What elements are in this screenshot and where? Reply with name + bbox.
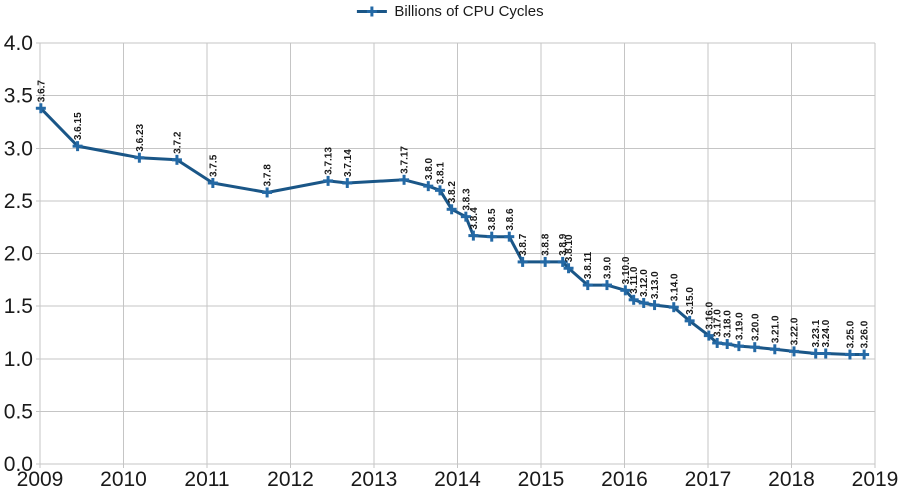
y-axis-tick-label: 2.5	[4, 190, 33, 213]
x-axis-tick-label: 2017	[685, 468, 732, 491]
data-point-label: 3.16.0	[704, 301, 715, 329]
x-axis-tick-label: 2018	[768, 468, 815, 491]
data-point-label: 3.25.0	[845, 320, 856, 348]
data-point-label: 3.7.5	[208, 154, 219, 177]
x-axis-tick-label: 2011	[184, 468, 229, 491]
data-point-label: 3.8.8	[541, 233, 552, 256]
data-point-label: 3.21.0	[770, 315, 781, 343]
x-axis-tick-label: 2014	[434, 468, 481, 491]
data-point-label: 3.8.10	[564, 234, 575, 262]
data-point-label: 3.19.0	[734, 312, 745, 340]
data-point-label: 3.26.0	[860, 320, 871, 348]
y-axis-tick-label: 2.0	[4, 243, 33, 266]
data-point-label: 3.15.0	[685, 287, 696, 315]
y-axis-tick-label: 0.5	[4, 400, 33, 423]
data-point-label: 3.8.6	[505, 208, 516, 231]
data-point-label: 3.6.15	[73, 112, 84, 140]
data-point-label: 3.7.14	[343, 149, 354, 177]
data-point-label: 3.8.11	[583, 251, 594, 279]
data-point-label: 3.8.3	[461, 188, 472, 211]
data-point-label: 3.14.0	[669, 273, 680, 301]
data-point-label: 3.10.0	[621, 256, 632, 284]
x-axis-tick-label: 2019	[852, 468, 899, 491]
data-point-label: 3.23.1	[811, 319, 822, 347]
data-point-label: 3.6.23	[135, 123, 146, 151]
data-point-label: 3.8.2	[447, 181, 458, 204]
data-point-label: 3.22.0	[790, 317, 801, 345]
data-point-label: 3.13.0	[650, 271, 661, 299]
data-point-label: 3.12.0	[639, 269, 650, 297]
x-axis-tick-label: 2012	[267, 468, 314, 491]
data-point-label: 3.7.17	[400, 146, 411, 174]
y-axis-tick-label: 0.0	[4, 453, 33, 476]
data-point-label: 3.6.7	[36, 80, 47, 103]
data-point-label: 3.20.0	[750, 313, 761, 341]
y-axis-tick-label: 3.0	[4, 137, 33, 160]
data-point-label: 3.11.0	[629, 266, 640, 294]
x-axis-tick-label: 2015	[518, 468, 565, 491]
legend-label: Billions of CPU Cycles	[394, 3, 544, 20]
data-point-label: 3.8.7	[518, 233, 529, 256]
y-axis-tick-label: 1.0	[4, 348, 33, 371]
data-point-label: 3.7.8	[263, 164, 274, 187]
chart-legend: Billions of CPU Cycles	[355, 3, 544, 20]
x-axis-tick-label: 2016	[601, 468, 648, 491]
data-point-label: 3.8.5	[487, 208, 498, 231]
data-point-label: 3.24.0	[821, 319, 832, 347]
data-point-label: 3.9.0	[602, 256, 613, 279]
data-point-label: 3.8.1	[435, 162, 446, 185]
y-axis-tick-label: 4.0	[4, 32, 33, 55]
data-point-label: 3.8.9	[558, 233, 569, 256]
x-axis-tick-label: 2009	[17, 468, 64, 491]
line-plus-marker-icon	[356, 6, 387, 17]
data-point-label: 3.8.0	[424, 157, 435, 180]
data-point-label: 3.7.13	[324, 147, 335, 175]
x-axis-tick-label: 2010	[100, 468, 147, 491]
x-axis-tick-label: 2013	[351, 468, 398, 491]
data-point-label: 3.8.4	[469, 207, 480, 230]
data-point-label: 3.7.2	[172, 131, 183, 154]
data-point-label: 3.17.0	[713, 309, 724, 337]
y-axis-tick-label: 3.5	[4, 85, 33, 108]
y-axis-tick-label: 1.5	[4, 295, 33, 318]
data-point-label: 3.18.0	[723, 310, 734, 338]
